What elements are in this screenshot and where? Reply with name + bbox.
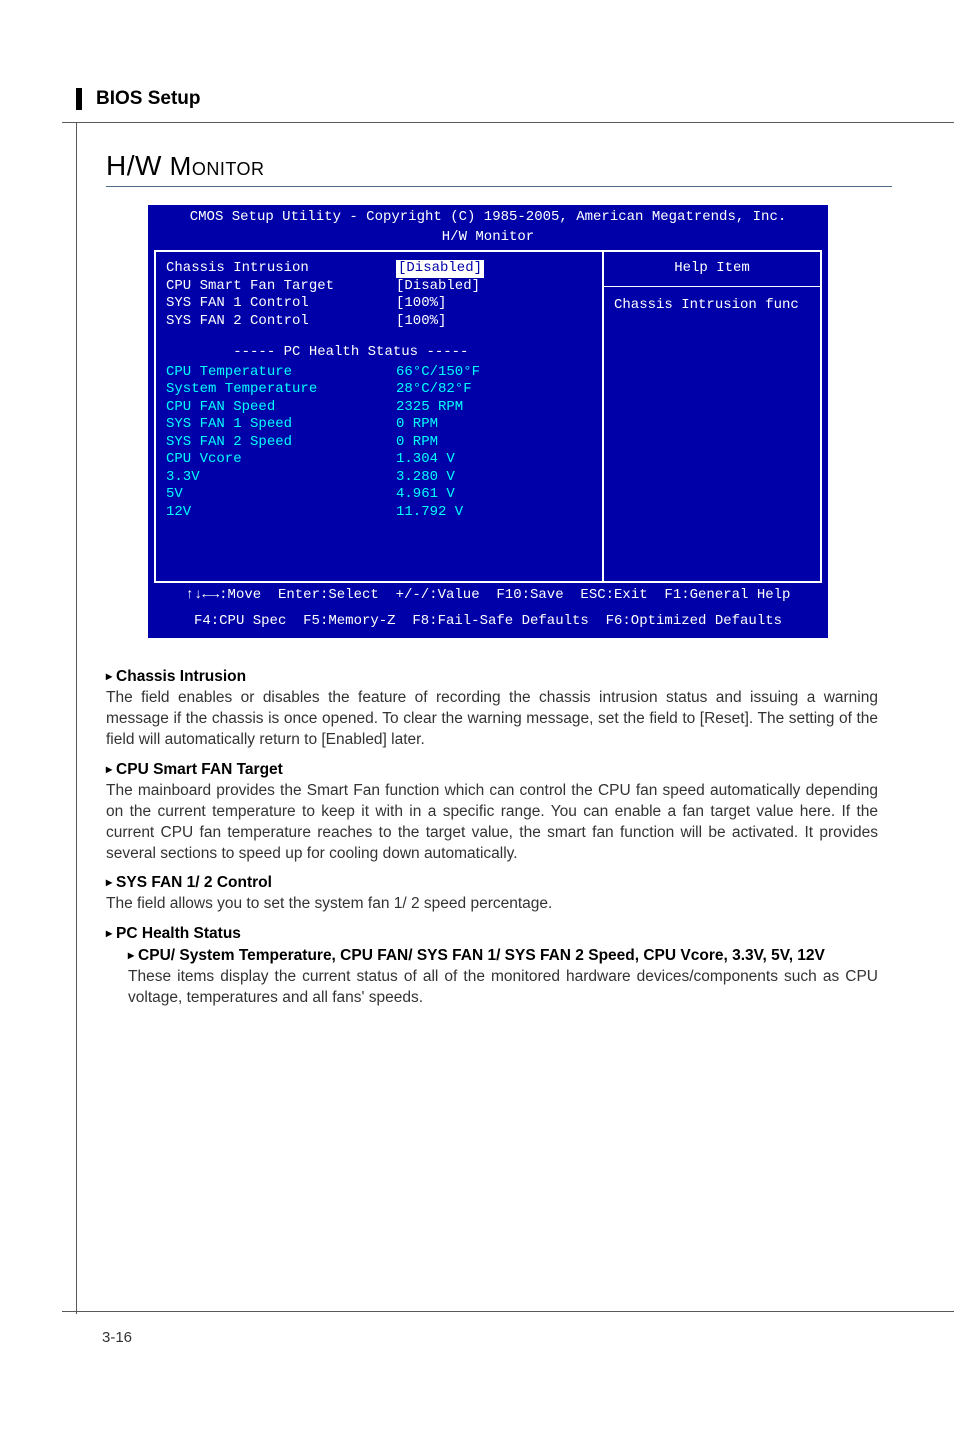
bios-setting-label: Chassis Intrusion <box>166 260 396 278</box>
description-title: PC Health Status <box>106 925 878 943</box>
section-title-rest: Monitor <box>162 151 265 181</box>
bios-screenshot: CMOS Setup Utility - Copyright (C) 1985-… <box>148 205 828 638</box>
description-body: The mainboard provides the Smart Fan fun… <box>106 781 878 865</box>
bios-setting-value: [100%] <box>396 313 446 331</box>
bios-health-value: 66°C/150°F <box>396 364 480 382</box>
bios-health-value: 3.280 V <box>396 469 455 487</box>
description-block: SYS FAN 1/ 2 Control The field allows you… <box>106 874 878 915</box>
description-block: Chassis Intrusion The field enables or di… <box>106 668 878 751</box>
bios-health-value: 11.792 V <box>396 504 463 522</box>
bios-help-panel: Help Item Chassis Intrusion func <box>604 252 820 581</box>
bios-health-value: 1.304 V <box>396 451 455 469</box>
bios-health-label: 5V <box>166 486 396 504</box>
section-title-main: H/W <box>106 150 162 181</box>
bios-health-label: 3.3V <box>166 469 396 487</box>
help-title: Help Item <box>614 260 810 278</box>
description-body: The field enables or disables the featur… <box>106 688 878 751</box>
footer-rule <box>62 1311 954 1312</box>
bios-setting-row[interactable]: SYS FAN 1 Control[100%] <box>166 295 592 313</box>
bios-setting-row[interactable]: CPU Smart Fan Target[Disabled] <box>166 278 592 296</box>
description-sub-body: These items display the current status o… <box>128 967 878 1009</box>
bios-setting-value: [100%] <box>396 295 446 313</box>
bios-health-label: System Temperature <box>166 381 396 399</box>
bios-frame: Chassis Intrusion[Disabled]CPU Smart Fan… <box>154 250 822 583</box>
header-accent <box>76 88 82 110</box>
bios-health-value: 2325 RPM <box>396 399 463 417</box>
description-title: Chassis Intrusion <box>106 668 878 686</box>
bios-footer-1: ↑↓←→:Move Enter:Select +/-/:Value F10:Sa… <box>148 583 828 613</box>
bios-health-row: 5V4.961 V <box>166 486 592 504</box>
bios-health-label: SYS FAN 2 Speed <box>166 434 396 452</box>
bios-setting-value: [Disabled] <box>396 260 484 278</box>
bios-left-panel: Chassis Intrusion[Disabled]CPU Smart Fan… <box>156 252 604 581</box>
bios-health-row: 12V11.792 V <box>166 504 592 522</box>
page-header-title: BIOS Setup <box>96 88 201 110</box>
bios-health-label: CPU FAN Speed <box>166 399 396 417</box>
bios-health-value: 0 RPM <box>396 434 438 452</box>
bios-health-row: 3.3V3.280 V <box>166 469 592 487</box>
bios-footer-2: F4:CPU Spec F5:Memory-Z F8:Fail-Safe Def… <box>148 613 828 639</box>
bios-health-label: SYS FAN 1 Speed <box>166 416 396 434</box>
bios-health-value: 28°C/82°F <box>396 381 472 399</box>
section-rule <box>106 186 892 187</box>
help-text: Chassis Intrusion func <box>614 297 810 315</box>
bios-health-row: CPU Temperature66°C/150°F <box>166 364 592 382</box>
bios-setting-label: SYS FAN 2 Control <box>166 313 396 331</box>
section-title: H/W Monitor <box>106 150 892 182</box>
help-divider <box>604 286 820 287</box>
bios-setting-label: SYS FAN 1 Control <box>166 295 396 313</box>
side-rule <box>76 122 77 1314</box>
bios-health-label: CPU Vcore <box>166 451 396 469</box>
health-header: ----- PC Health Status ----- <box>166 344 592 362</box>
bios-health-row: SYS FAN 2 Speed0 RPM <box>166 434 592 452</box>
page-number: 3-16 <box>102 1329 132 1346</box>
bios-top-line: CMOS Setup Utility - Copyright (C) 1985-… <box>148 205 828 229</box>
bios-health-label: CPU Temperature <box>166 364 396 382</box>
bios-setting-label: CPU Smart Fan Target <box>166 278 396 296</box>
description-title: CPU Smart FAN Target <box>106 761 878 779</box>
bios-health-row: System Temperature28°C/82°F <box>166 381 592 399</box>
bios-subtitle: H/W Monitor <box>148 229 828 251</box>
description-title: SYS FAN 1/ 2 Control <box>106 874 878 892</box>
bios-health-row: CPU FAN Speed2325 RPM <box>166 399 592 417</box>
bios-setting-row[interactable]: Chassis Intrusion[Disabled] <box>166 260 592 278</box>
description-block: PC Health Status CPU/ System Temperature,… <box>106 925 878 1009</box>
description-body: The field allows you to set the system f… <box>106 894 878 915</box>
header-rule <box>62 122 954 123</box>
bios-setting-row[interactable]: SYS FAN 2 Control[100%] <box>166 313 592 331</box>
bios-health-label: 12V <box>166 504 396 522</box>
bios-health-row: SYS FAN 1 Speed0 RPM <box>166 416 592 434</box>
description-block: CPU Smart FAN Target The mainboard provid… <box>106 761 878 865</box>
bios-setting-value: [Disabled] <box>396 278 480 296</box>
description-sub-title: CPU/ System Temperature, CPU FAN/ SYS FA… <box>128 947 878 965</box>
bios-health-value: 0 RPM <box>396 416 438 434</box>
bios-health-row: CPU Vcore1.304 V <box>166 451 592 469</box>
bios-health-value: 4.961 V <box>396 486 455 504</box>
